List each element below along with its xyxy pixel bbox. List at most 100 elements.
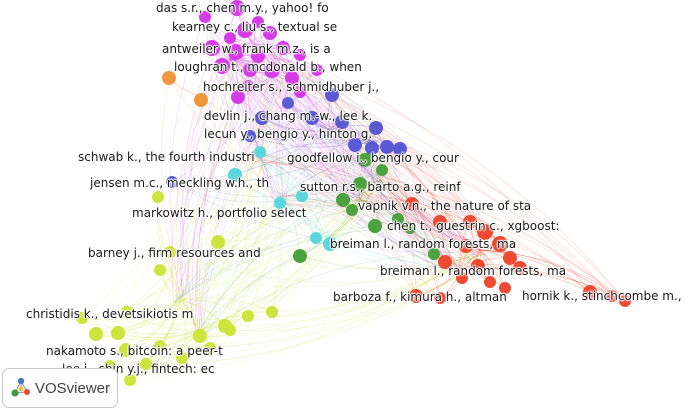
node-yellow-81[interactable] (224, 324, 236, 336)
node-magenta-15[interactable] (311, 64, 323, 76)
node-blue-22[interactable] (282, 97, 294, 109)
node-label-goodfellow[interactable]: goodfellow i., bengio y., cour (287, 151, 459, 165)
node-yellow-75[interactable] (193, 329, 207, 343)
node-label-barboza[interactable]: barboza f., kimura h., altman (333, 290, 507, 304)
node-red-64[interactable] (583, 285, 597, 299)
node-label-breiman2[interactable]: breiman l., random forests, ma (380, 264, 567, 278)
node-green-41[interactable] (353, 177, 367, 191)
node-label-antweiler[interactable]: antweiler w., frank m.z., is a (162, 42, 331, 56)
node-red-61[interactable] (499, 282, 511, 294)
node-label-nakamoto[interactable]: nakamoto s., bitcoin: a peer-t (46, 344, 223, 358)
node-yellow-70[interactable] (154, 264, 166, 276)
node-label-das[interactable]: das s.r., chen m.y., yahoo! fo (156, 1, 329, 15)
node-blue-24[interactable] (305, 111, 319, 125)
node-red-59[interactable] (456, 272, 468, 284)
node-blue-26[interactable] (369, 121, 383, 135)
node-label-vapnik[interactable]: vapnik v.n., the nature of sta (358, 199, 532, 213)
node-red-53[interactable] (492, 236, 508, 252)
node-red-57[interactable] (513, 261, 527, 275)
node-label-sutton[interactable]: sutton r.s., barto a.g., reinf (300, 180, 461, 194)
node-yellow-83[interactable] (140, 358, 152, 370)
node-magenta-6[interactable] (204, 40, 220, 56)
node-green-47[interactable] (404, 222, 416, 234)
node-blue-30[interactable] (393, 142, 407, 156)
node-magenta-9[interactable] (276, 41, 290, 55)
node-yellow-73[interactable] (89, 327, 103, 341)
node-label-hornik[interactable]: hornik k., stinchcombe m., whi (522, 289, 685, 303)
node-magenta-0[interactable] (229, 0, 245, 16)
node-red-51[interactable] (463, 215, 477, 229)
node-green-44[interactable] (392, 213, 404, 225)
node-red-56[interactable] (503, 251, 517, 265)
node-blue-29[interactable] (380, 140, 394, 154)
node-label-barney[interactable]: barney j., firm resources and (88, 246, 261, 260)
node-magenta-3[interactable] (237, 22, 253, 38)
node-cyan-36[interactable] (274, 197, 286, 209)
node-label-schwab[interactable]: schwab k., the fourth industri (78, 150, 255, 164)
node-blue-21[interactable] (325, 88, 339, 102)
node-yellow-71[interactable] (121, 306, 133, 318)
node-red-55[interactable] (438, 255, 452, 269)
node-label-breiman1[interactable]: breiman l., random forests, ma (330, 237, 517, 251)
node-magenta-2[interactable] (252, 16, 264, 28)
node-cyan-34[interactable] (228, 168, 242, 182)
node-label-kearney[interactable]: kearney c., liu s., textual se (172, 20, 338, 34)
node-blue-31[interactable] (244, 130, 256, 142)
node-red-58[interactable] (471, 259, 485, 273)
node-red-50[interactable] (433, 215, 447, 229)
node-yellow-86[interactable] (124, 374, 136, 386)
node-yellow-84[interactable] (176, 352, 188, 364)
node-magenta-5[interactable] (224, 32, 236, 44)
node-yellow-77[interactable] (242, 310, 254, 322)
node-yellow-82[interactable] (119, 343, 133, 357)
node-label-loughran[interactable]: loughran t., mcdonald b., when (174, 60, 362, 74)
node-magenta-16[interactable] (242, 80, 254, 92)
node-green-46[interactable] (293, 249, 307, 263)
node-yellow-68[interactable] (211, 235, 225, 249)
node-magenta-7[interactable] (228, 44, 244, 60)
node-magenta-11[interactable] (264, 62, 280, 78)
node-orange-19[interactable] (162, 71, 176, 85)
node-label-christidis[interactable]: christidis k., devetsikiotis m (26, 307, 194, 321)
node-magenta-18[interactable] (294, 86, 306, 98)
node-yellow-72[interactable] (76, 312, 88, 324)
node-green-39[interactable] (358, 153, 372, 167)
node-cyan-33[interactable] (254, 146, 266, 158)
node-green-42[interactable] (336, 193, 350, 207)
node-magenta-14[interactable] (285, 71, 299, 85)
node-yellow-67[interactable] (152, 191, 164, 203)
node-magenta-4[interactable] (263, 26, 277, 40)
node-blue-27[interactable] (348, 138, 362, 152)
node-label-jensen[interactable]: jensen m.c., meckling w.h., th (90, 176, 270, 190)
node-cyan-35[interactable] (296, 190, 308, 202)
node-red-52[interactable] (477, 224, 493, 240)
node-yellow-69[interactable] (164, 246, 176, 258)
node-blue-25[interactable] (335, 115, 349, 129)
node-orange-20[interactable] (194, 93, 208, 107)
node-red-66[interactable] (619, 295, 631, 307)
node-magenta-12[interactable] (243, 63, 257, 77)
node-magenta-8[interactable] (251, 49, 265, 63)
node-magenta-13[interactable] (214, 58, 230, 74)
node-green-43[interactable] (346, 204, 358, 216)
node-label-lecun[interactable]: lecun y., bengio y., hinton g. (204, 127, 373, 141)
node-red-54[interactable] (459, 239, 473, 253)
node-magenta-1[interactable] (199, 11, 211, 23)
node-blue-28[interactable] (365, 141, 379, 155)
node-green-40[interactable] (376, 164, 388, 176)
node-yellow-79[interactable] (154, 340, 166, 352)
node-green-45[interactable] (368, 219, 382, 233)
node-magenta-17[interactable] (231, 90, 245, 104)
node-red-65[interactable] (606, 290, 618, 302)
node-magenta-10[interactable] (294, 49, 306, 61)
node-label-hochreiter[interactable]: hochreiter s., schmidhuber j., (203, 80, 380, 94)
node-red-62[interactable] (409, 289, 423, 303)
node-label-chen[interactable]: chen t., guestrin c., xgboost: (387, 219, 560, 233)
node-red-60[interactable] (484, 276, 496, 288)
node-cyan-37[interactable] (323, 237, 337, 251)
node-yellow-74[interactable] (111, 326, 125, 340)
node-green-48[interactable] (428, 248, 440, 260)
node-blue-23[interactable] (255, 111, 269, 125)
node-label-devlin[interactable]: devlin j., chang m.-w., lee k. (204, 109, 373, 123)
node-cyan-38[interactable] (310, 232, 322, 244)
